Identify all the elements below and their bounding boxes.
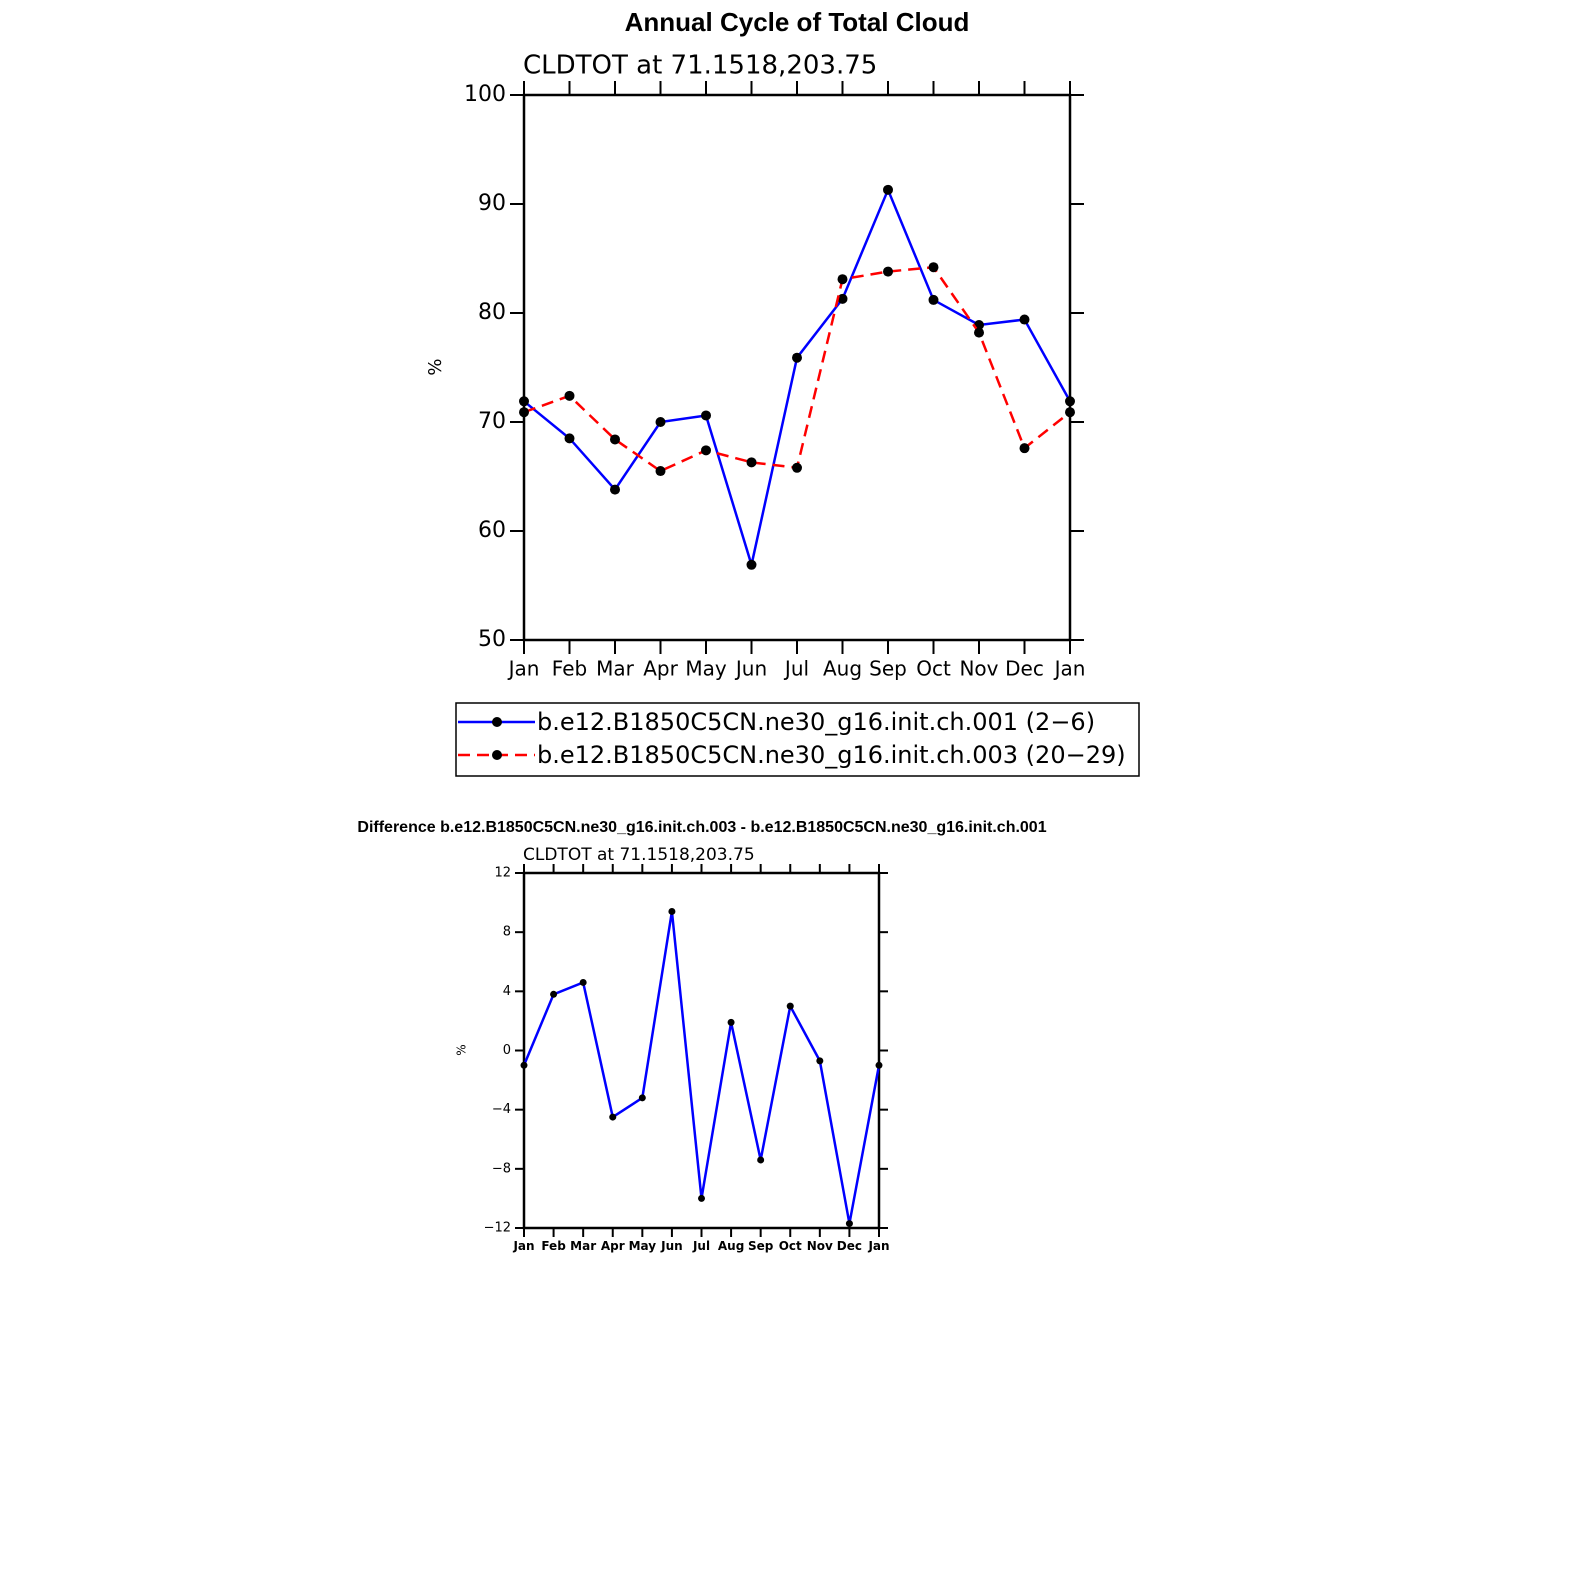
- chart-subtitle: CLDTOT at 71.1518,203.75: [523, 845, 755, 865]
- y-tick-label: −8: [492, 1161, 511, 1176]
- data-point: [668, 907, 676, 915]
- data-point: [698, 1194, 705, 1202]
- plot-frame: [522, 93, 1072, 642]
- y-tick-label: 60: [478, 518, 506, 543]
- data-point: [792, 352, 802, 363]
- y-tick-label: 12: [494, 866, 511, 881]
- y-tick-label: 50: [478, 627, 506, 652]
- x-tick-label: Jun: [660, 1239, 683, 1253]
- data-point: [638, 1094, 646, 1102]
- x-tick-label: Jan: [507, 657, 540, 681]
- y-tick-label: 70: [478, 409, 506, 434]
- x-tick-label: May: [685, 657, 727, 681]
- data-point: [883, 266, 893, 277]
- y-tick-label: 0: [503, 1043, 511, 1058]
- x-tick-label: Jan: [1053, 657, 1086, 681]
- data-point: [1019, 443, 1030, 454]
- x-tick-label: Feb: [541, 1239, 566, 1253]
- data-point: [727, 1018, 735, 1026]
- x-tick-label: Oct: [779, 1239, 802, 1253]
- data-point: [1019, 314, 1030, 325]
- x-tick-label: Mar: [596, 657, 635, 681]
- data-point: [928, 262, 939, 273]
- legend-label: b.e12.B1850C5CN.ne30_g16.init.ch.003 (20…: [537, 741, 1126, 769]
- data-point: [875, 1061, 883, 1069]
- data-point: [564, 390, 575, 401]
- data-point: [519, 396, 529, 407]
- legend-marker: [492, 717, 502, 727]
- x-tick-label: Jul: [783, 657, 809, 681]
- data-point: [655, 466, 666, 477]
- data-point: [550, 990, 558, 998]
- y-axis-label: %: [455, 1044, 469, 1055]
- x-tick-label: Nov: [807, 1239, 833, 1253]
- data-point: [746, 457, 757, 468]
- x-tick-label: Dec: [1005, 657, 1044, 681]
- data-point: [701, 410, 711, 421]
- x-tick-label: Jan: [867, 1239, 889, 1253]
- y-tick-label: 80: [478, 300, 506, 325]
- plot-frame: [522, 871, 881, 1230]
- data-point: [974, 327, 984, 338]
- x-tick-label: Aug: [823, 657, 862, 681]
- x-tick-label: Sep: [869, 657, 907, 681]
- chart-subtitle: CLDTOT at 71.1518,203.75: [523, 51, 877, 81]
- data-point: [816, 1057, 824, 1065]
- data-point: [786, 1002, 794, 1010]
- data-point: [837, 293, 848, 304]
- data-point: [520, 1061, 528, 1069]
- data-point: [519, 407, 529, 418]
- data-point: [655, 417, 666, 427]
- data-point: [845, 1220, 853, 1228]
- x-tick-label: Mar: [570, 1239, 596, 1253]
- data-point: [746, 559, 757, 570]
- x-tick-label: Nov: [959, 657, 998, 681]
- data-point: [757, 1156, 765, 1164]
- x-tick-label: Apr: [601, 1239, 625, 1253]
- x-tick-label: Sep: [748, 1239, 774, 1253]
- y-tick-label: 100: [464, 82, 506, 107]
- x-tick-label: Aug: [718, 1239, 744, 1253]
- y-axis-label: %: [425, 358, 446, 375]
- x-tick-label: Jul: [692, 1239, 710, 1253]
- data-point: [1065, 407, 1075, 418]
- y-tick-label: −12: [484, 1221, 511, 1236]
- legend-marker: [492, 750, 502, 760]
- series-line: [522, 911, 881, 1224]
- data-point: [883, 184, 893, 195]
- data-point: [701, 445, 711, 456]
- x-tick-label: Feb: [552, 657, 587, 681]
- x-tick-label: Apr: [643, 657, 678, 681]
- y-tick-label: 4: [503, 984, 511, 999]
- x-tick-label: Jan: [512, 1239, 534, 1253]
- data-point: [579, 978, 587, 986]
- y-tick-label: 90: [478, 191, 506, 216]
- y-tick-label: −4: [492, 1102, 511, 1117]
- data-point: [609, 1113, 617, 1121]
- x-tick-label: Dec: [837, 1239, 862, 1253]
- x-tick-label: Oct: [916, 657, 951, 681]
- data-point: [792, 462, 802, 473]
- legend-label: b.e12.B1850C5CN.ne30_g16.init.ch.001 (2−…: [537, 708, 1095, 736]
- y-tick-label: 8: [503, 925, 511, 940]
- legend-box: [455, 702, 1140, 777]
- series-line: [523, 186, 1072, 570]
- data-point: [610, 434, 620, 445]
- series-line: [523, 265, 1071, 473]
- data-point: [928, 294, 939, 305]
- data-point: [837, 274, 848, 285]
- x-tick-label: Jun: [734, 657, 767, 681]
- x-tick-label: May: [629, 1239, 657, 1253]
- data-point: [1065, 396, 1075, 407]
- data-point: [610, 484, 620, 495]
- data-point: [564, 433, 575, 444]
- chart-title: Annual Cycle of Total Cloud: [625, 7, 970, 37]
- chart-title: Difference b.e12.B1850C5CN.ne30_g16.init…: [357, 819, 1046, 836]
